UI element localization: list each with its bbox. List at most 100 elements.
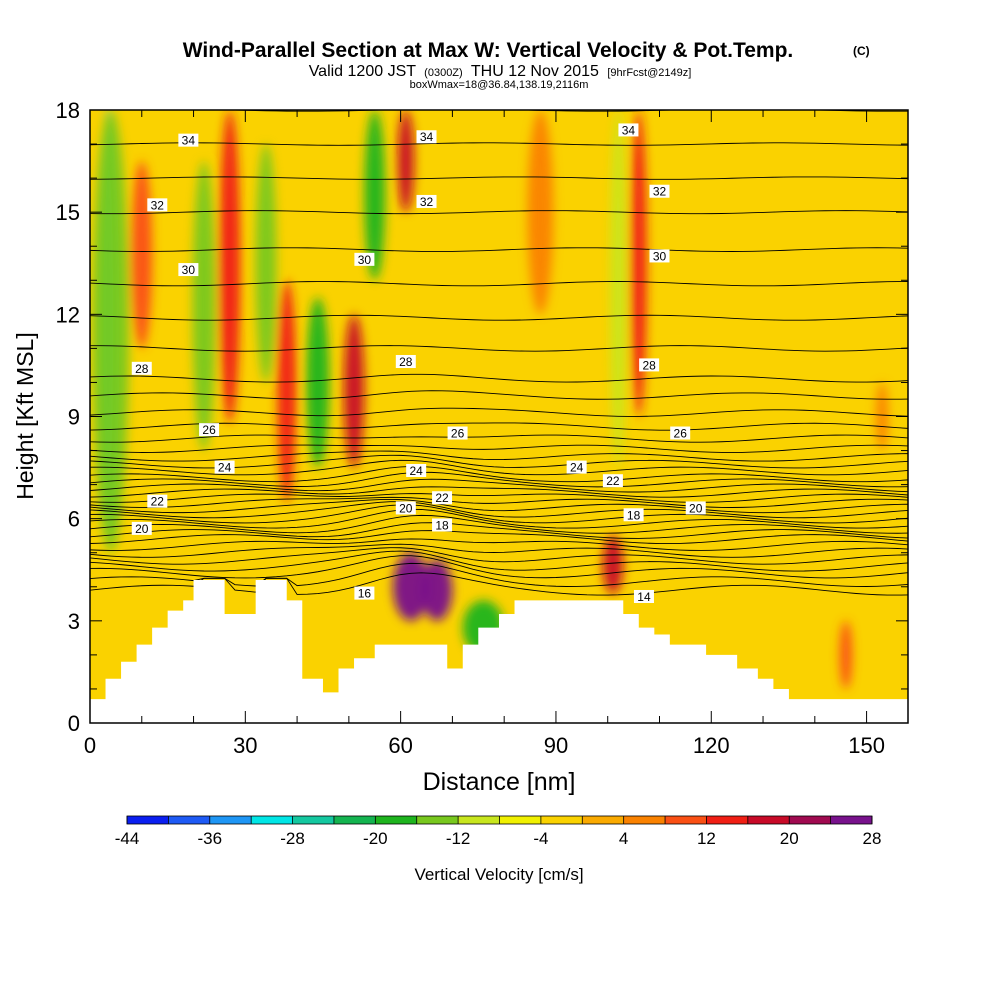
w-feature-6 — [277, 280, 297, 502]
y-tick-label: 3 — [68, 609, 80, 634]
colorbar-swatch — [209, 816, 252, 824]
contour-label-group: 32 — [416, 194, 437, 209]
contour-label-group: 26 — [670, 426, 691, 441]
contour-label-box — [395, 355, 416, 369]
contour-label-box — [432, 491, 453, 505]
pot-temp-contour-25 — [90, 434, 908, 443]
contour-label-box — [649, 184, 670, 198]
pot-temp-contour-20 — [90, 496, 908, 508]
vertical-velocity-field — [92, 110, 889, 689]
w-feature-16 — [610, 110, 626, 468]
pot-temp-contour-22 — [90, 471, 908, 488]
contour-label-box — [199, 423, 220, 437]
contour-label-group: 22 — [602, 474, 623, 488]
y-tick-label: 12 — [56, 302, 80, 327]
contour-label-group: 30 — [178, 263, 199, 277]
contour-label-group: 18 — [623, 508, 644, 522]
contour-label-box — [602, 474, 623, 488]
pot-temp-contour-21 — [90, 486, 908, 498]
contour-label: 26 — [451, 427, 465, 441]
colorbar-swatch — [499, 816, 542, 824]
pot-temp-contour-16 — [90, 538, 908, 551]
colorbar-tick-label: -20 — [363, 829, 388, 848]
w-feature-4 — [219, 110, 241, 424]
pot-temp-contour-13.5 — [90, 562, 908, 587]
contour-label-group: 16 — [354, 586, 375, 601]
pot-temp-contour-26 — [90, 407, 908, 417]
contour-label: 34 — [420, 130, 434, 144]
contour-label-group: 20 — [395, 501, 416, 515]
contour-label-group: 14 — [633, 589, 654, 604]
pot-temp-contour-22.5 — [90, 465, 908, 483]
y-tick-label: 9 — [68, 405, 80, 430]
pot-temp-contour-18.5 — [90, 504, 908, 524]
contour-label-box — [649, 249, 670, 263]
y-tick-label: 18 — [56, 98, 80, 123]
contour-label-box — [131, 521, 152, 535]
subtitle-date: THU 12 Nov 2015 — [471, 63, 599, 80]
pot-temp-contour-17 — [90, 522, 908, 539]
contour-label-box — [178, 263, 199, 277]
w-feature-5 — [255, 144, 277, 383]
contour-label-group: 28 — [639, 358, 660, 372]
colorbar-swatch — [540, 816, 583, 824]
colorbar: -44 -36 -28 -20 -12 -4 4 12 20 28 — [115, 815, 882, 848]
colorbar-swatch — [665, 816, 707, 824]
contour-label-box — [131, 361, 152, 375]
contour-label-group: 34 — [178, 133, 199, 148]
contour-label-box — [354, 252, 375, 266]
contour-label: 24 — [570, 461, 584, 475]
pot-temp-contour-33 — [90, 176, 908, 180]
pot-temp-contour-21.5 — [90, 478, 908, 493]
contour-label-box — [354, 586, 375, 600]
colorbar-tick-label: -12 — [446, 829, 471, 848]
colorbar-tick-label: 20 — [780, 829, 799, 848]
x-axis-ticks: 0 30 60 90 120 150 — [84, 110, 885, 758]
w-feature-12 — [421, 559, 453, 621]
colorbar-label: Vertical Velocity [cm/s] — [414, 865, 583, 884]
contour-label-group: 26 — [199, 423, 220, 437]
pot-temp-contour-14 — [90, 555, 908, 579]
colorbar-swatch — [582, 816, 625, 824]
contour-label-box — [566, 460, 587, 474]
contour-label-group: 30 — [354, 252, 375, 267]
contour-label-group: 32 — [147, 198, 168, 212]
contour-label: 22 — [151, 495, 165, 509]
terrain — [90, 579, 908, 723]
pot-temp-contour-31 — [90, 247, 908, 252]
chart-title-mark: (C) — [853, 44, 870, 58]
pot-temp-contour-16.5 — [90, 530, 908, 545]
contour-label: 30 — [358, 253, 372, 267]
x-axis-label: Distance [nm] — [423, 768, 576, 796]
colorbar-swatch — [168, 816, 211, 824]
y-tick-label: 15 — [56, 200, 80, 225]
colorbar-swatch — [416, 816, 459, 824]
contour-label: 24 — [218, 461, 232, 475]
chart-title: Wind-Parallel Section at Max W: Vertical… — [183, 39, 794, 62]
contour-label: 30 — [653, 249, 667, 263]
pot-temp-contours — [90, 110, 908, 596]
subtitle-forecast: [9hrFcst@2149z] — [607, 67, 691, 79]
w-feature-19 — [875, 382, 889, 451]
contour-label-group: 24 — [566, 460, 587, 475]
contour-label-group: 18 — [432, 518, 453, 532]
contour-label: 22 — [606, 474, 620, 488]
x-tick-label: 150 — [848, 733, 885, 758]
contour-label-box — [406, 463, 427, 477]
contour-label-group: 30 — [649, 249, 670, 263]
chart-subtitle: Valid 1200 JST (0300Z) THU 12 Nov 2015 [… — [309, 63, 692, 80]
pot-temp-contour-30 — [90, 281, 908, 287]
colorbar-tick-label: 28 — [863, 829, 882, 848]
colorbar-swatch — [292, 816, 335, 824]
contour-label-group: 32 — [649, 184, 670, 199]
x-tick-label: 30 — [233, 733, 257, 758]
pot-temp-contour-23 — [90, 459, 908, 476]
x-tick-label: 90 — [544, 733, 568, 758]
w-feature-17 — [631, 110, 647, 417]
w-feature-15 — [602, 535, 624, 594]
contour-label: 32 — [420, 195, 434, 209]
x-tick-label: 120 — [693, 733, 730, 758]
y-axis-ticks: 0 3 6 9 12 15 18 — [56, 98, 908, 736]
w-feature-1 — [92, 110, 129, 553]
colorbar-tick-label: 4 — [619, 829, 628, 848]
